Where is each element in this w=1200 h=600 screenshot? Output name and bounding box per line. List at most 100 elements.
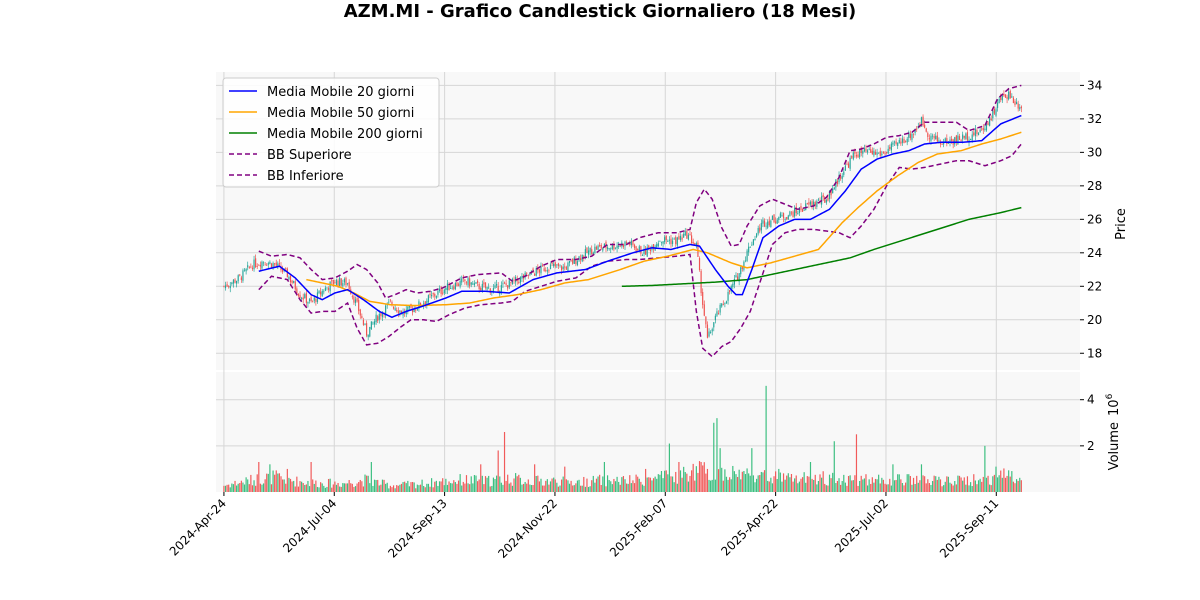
candle-body — [640, 246, 642, 254]
volume-bars — [223, 385, 1022, 492]
volume-bar — [700, 462, 702, 492]
candle-body — [329, 281, 331, 292]
candle-body — [261, 261, 263, 269]
candle-body — [993, 108, 995, 114]
candle-body — [304, 294, 306, 299]
volume-bar — [698, 461, 701, 492]
candle-body — [308, 299, 311, 302]
volume-bar — [874, 478, 877, 492]
volume-bar — [851, 480, 853, 492]
candle-body — [732, 283, 734, 288]
candle-body — [299, 294, 301, 299]
volume-bar — [901, 483, 904, 492]
volume-bar — [307, 480, 309, 492]
candle-body — [469, 278, 471, 287]
volume-bar — [321, 483, 323, 492]
volume-bar — [391, 487, 393, 492]
volume-bar — [1001, 477, 1003, 492]
candle-body — [738, 273, 740, 282]
candle-body — [391, 301, 393, 306]
volume-bar — [771, 483, 774, 492]
candle-body — [689, 234, 691, 236]
candle-body — [630, 240, 632, 246]
volume-bar — [586, 478, 588, 492]
candle-body — [259, 264, 261, 267]
volume-bar — [811, 478, 813, 492]
volume-bar — [849, 475, 851, 492]
volume-bar — [763, 470, 766, 492]
candle-body — [710, 332, 712, 333]
volume-bar — [592, 475, 594, 492]
volume-bar — [310, 462, 312, 492]
candle-body — [364, 324, 366, 325]
volume-bar — [748, 473, 750, 492]
volume-bar — [515, 473, 517, 492]
x-tick-label: 2025-Jul-02 — [832, 496, 891, 555]
candle-body — [434, 294, 436, 297]
volume-bar — [565, 479, 567, 492]
candle-body — [954, 137, 956, 145]
volume-bar — [1020, 480, 1022, 492]
volume-bar — [312, 479, 314, 492]
volume-bar — [741, 471, 743, 492]
candle-body — [245, 268, 247, 272]
volume-bar — [351, 483, 353, 492]
candle-body — [397, 310, 399, 314]
candle-body — [473, 283, 476, 286]
candle-body — [825, 199, 827, 203]
candle-body — [684, 231, 686, 236]
candle-body — [892, 142, 894, 145]
volume-bar — [624, 479, 626, 492]
volume-bar — [362, 486, 365, 492]
x-tick-label: 2025-Feb-07 — [607, 496, 670, 559]
candle-body — [865, 148, 867, 152]
volume-bar — [835, 483, 837, 492]
volume-bar — [236, 485, 238, 492]
volume-bar — [402, 482, 404, 492]
volume-bar — [632, 480, 634, 492]
volume-bar — [589, 486, 591, 492]
candle-body — [494, 285, 496, 288]
candle-body — [649, 249, 651, 252]
volume-bar — [465, 475, 468, 492]
volume-bar — [250, 474, 252, 492]
volume-bar — [537, 475, 539, 492]
volume-bar — [331, 487, 333, 492]
volume-bar — [346, 483, 349, 492]
candle-body — [800, 206, 802, 211]
volume-bar — [756, 478, 758, 492]
candle-body — [481, 283, 483, 291]
candle-body — [944, 138, 946, 142]
candle-body — [965, 133, 967, 139]
volume-bar — [955, 484, 957, 492]
volume-bar — [281, 479, 284, 492]
volume-bar — [546, 479, 548, 492]
candle-body — [472, 283, 474, 285]
volume-bar — [765, 385, 767, 492]
candle-body — [645, 248, 647, 255]
volume-bar — [870, 483, 872, 492]
candle-body — [895, 141, 897, 145]
candle-body — [396, 309, 398, 312]
candle-body — [695, 242, 697, 247]
volume-bar — [640, 481, 642, 492]
candle-body — [995, 109, 997, 116]
candle-body — [226, 284, 228, 287]
volume-bar — [822, 471, 824, 492]
indicator-lines — [258, 84, 1022, 358]
candle-body — [746, 250, 748, 261]
candle-body — [541, 265, 544, 267]
candle-body — [518, 282, 520, 284]
volume-bar — [229, 487, 231, 492]
volume-bar — [595, 478, 598, 492]
volume-bar — [805, 482, 807, 492]
volume-bar — [575, 483, 577, 492]
candle-body — [381, 312, 384, 318]
candle-body — [657, 243, 659, 247]
candle-body — [503, 282, 506, 284]
volume-bar — [396, 485, 398, 492]
candle-body — [366, 323, 368, 336]
candle-body — [919, 124, 921, 126]
candle-body — [794, 208, 796, 217]
candle-body — [239, 274, 241, 276]
